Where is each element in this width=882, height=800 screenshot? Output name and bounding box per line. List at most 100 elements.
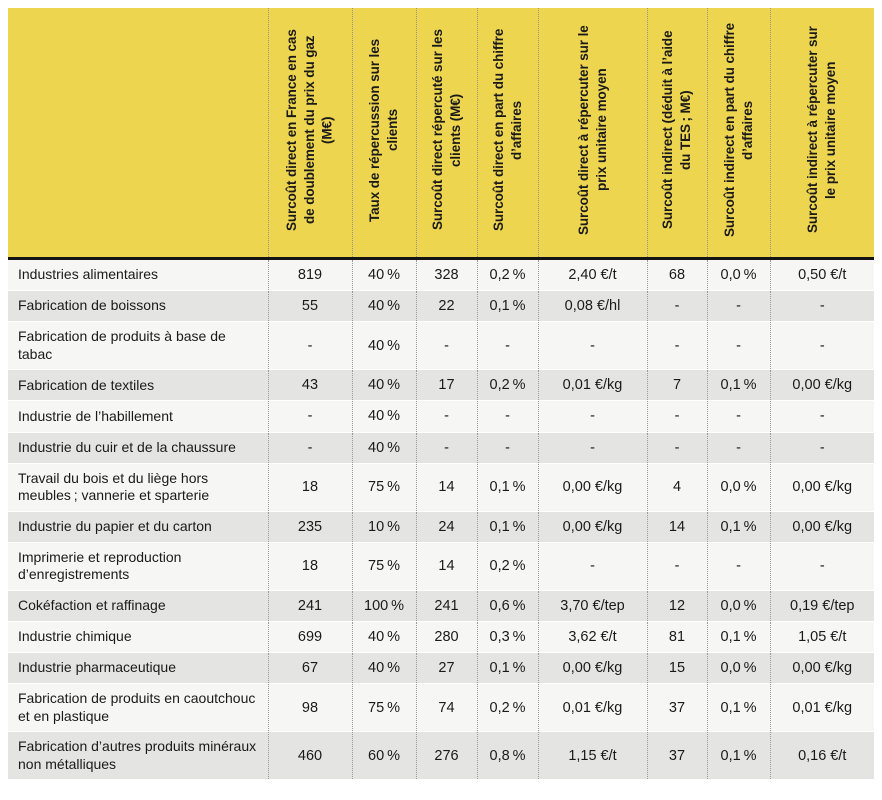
cell-value: 3,70 €/tep [537,589,647,622]
column-header-cell: Surcoût direct répercuté sur les clients… [415,8,477,260]
cell-value: - [706,400,770,432]
cell-value: 0,00 €/kg [537,510,647,543]
cell-value: 0,01 €/kg [537,683,647,732]
column-header-cell: Surcoût indirect à répercuter sur le pri… [769,8,874,260]
cell-value: 0,2 % [476,258,538,291]
cell-value: 55 [267,290,352,322]
column-header-label: Surcoût direct en France en cas de doubl… [284,29,335,231]
cell-value: 40 % [351,431,416,464]
cell-value: - [646,541,707,591]
cell-value: 40 % [351,290,416,322]
table-row: Imprimerie et reproduction d’enregistrem… [8,541,874,591]
cell-value: 37 [646,683,707,732]
cell-value: - [646,400,707,432]
row-label: Industrie du papier et du carton [8,510,268,543]
table-header: Surcoût direct en France en cas de doubl… [8,8,874,260]
table-row: Industries alimentaires 819 40 % 328 0,2 % 2,… [8,258,874,291]
cell-value: 280 [415,620,477,653]
column-header-label: Taux de répercussion sur les clients [367,38,400,222]
cell-value: 0,2 % [476,369,538,401]
table-row: Fabrication de produits à base de tabac -… [8,321,874,370]
cell-value: 0,1 % [706,510,770,543]
row-label: Imprimerie et reproduction d’enregistrem… [8,541,268,591]
cell-value: 40 % [351,651,416,684]
table-row: Fabrication de produits en caoutchouc et… [8,683,874,732]
column-header-label: Surcoût indirect à répercuter sur le pri… [805,26,839,234]
column-header-cell: Surcoût direct à répercuter sur le prix … [537,8,647,260]
cell-value: - [537,321,647,370]
table-row: Industrie du papier et du carton 235 10 % 2… [8,510,874,543]
table-row: Fabrication de boissons 55 40 % 22 0,1 % 0,08… [8,290,874,322]
cell-value: 0,08 €/hl [537,290,647,322]
row-label: Industries alimentaires [18,266,159,283]
cell-value: 74 [415,683,477,732]
cell-value: - [769,541,874,591]
cell-value: 14 [646,510,707,543]
cell-value: 0,00 €/kg [769,462,874,512]
cell-value: 0,1 % [706,683,770,732]
cell-value: 81 [646,620,707,653]
row-label: Fabrication d’autres produits minéraux n… [8,731,268,780]
cell-value: 40 % [351,400,416,432]
row-label: Cokéfaction et raffinage [8,589,268,622]
cell-value: 10 % [351,510,416,543]
cell-value: 0,16 €/t [769,731,874,780]
cell-value: - [706,290,770,322]
cell-value: - [769,290,874,322]
cell-value: 0,2 % [476,683,538,732]
row-label: Fabrication de produits en caoutchouc et… [8,683,268,732]
cell-value: 0,1 % [476,462,538,512]
cell-value: 60 % [351,731,416,780]
cell-value: - [476,431,538,464]
cell-value: 40 % [351,258,416,291]
cell-value: 7 [646,369,707,401]
row-label: Fabrication de textiles [8,369,268,401]
table-row: Industrie chimique 699 40 % 280 0,3 % 3,62 €/… [8,620,874,653]
cell-value: 0,1 % [476,651,538,684]
column-header-label: Surcoût indirect en part du chiffre d’af… [721,22,755,238]
cell-value: 0,0 % [706,258,770,291]
row-label: Industrie pharmaceutique [8,651,268,684]
cell-value: - [646,321,707,370]
cell-value: 0,0 % [706,589,770,622]
column-header-cell: Surcoût indirect en part du chiffre d’af… [706,8,770,260]
column-header-label: Surcoût direct à répercuter sur le prix … [575,25,609,235]
cell-value: 0,00 €/kg [769,510,874,543]
cell-value: 68 [646,258,707,291]
cell-value: 14 [415,462,477,512]
row-label: Fabrication de produits à base de tabac [8,321,268,370]
cell-value: 0,01 €/kg [769,683,874,732]
cell-value: 43 [267,369,352,401]
cell-value: - [706,321,770,370]
cell-value: - [706,541,770,591]
cell-value: 3,62 €/t [537,620,647,653]
cell-value: 699 [267,620,352,653]
cell-value: 0,1 % [706,731,770,780]
column-header-cell: Surcoût indirect (déduit à l’aide du TES… [646,8,707,260]
cell-value: 14 [415,541,477,591]
cell-value: 0,19 €/tep [769,589,874,622]
cell-value: 328 [415,258,477,291]
column-header-label: Surcoût direct en part du chiffre d’affa… [490,28,524,232]
cell-value: 27 [415,651,477,684]
cell-value: 100 % [351,589,416,622]
cell-value: 0,6 % [476,589,538,622]
cell-value: 0,1 % [476,290,538,322]
cell-value: - [415,321,477,370]
cell-value: 40 % [351,369,416,401]
table-row: Industrie du cuir et de la chaussure -40 … [8,431,874,464]
gas-price-surcost-table: Surcoût direct en France en cas de doubl… [8,8,874,780]
table-row: Cokéfaction et raffinage 241 100 % 241 0,6 %… [8,589,874,622]
cell-value: 18 [267,541,352,591]
cell-value: 0,00 €/kg [769,369,874,401]
cell-value: - [415,431,477,464]
cell-value: 75 % [351,462,416,512]
column-header-cell: Surcoût direct en part du chiffre d’affa… [476,8,538,260]
table-body: Industries alimentaires 819 40 % 328 0,2 % 2,… [8,258,874,780]
cell-value: 0,3 % [476,620,538,653]
cell-value: 17 [415,369,477,401]
cell-value: - [769,400,874,432]
column-header-cell: Surcoût direct en France en cas de doubl… [267,8,352,260]
row-label: Industrie du cuir et de la chaussure [8,431,268,464]
